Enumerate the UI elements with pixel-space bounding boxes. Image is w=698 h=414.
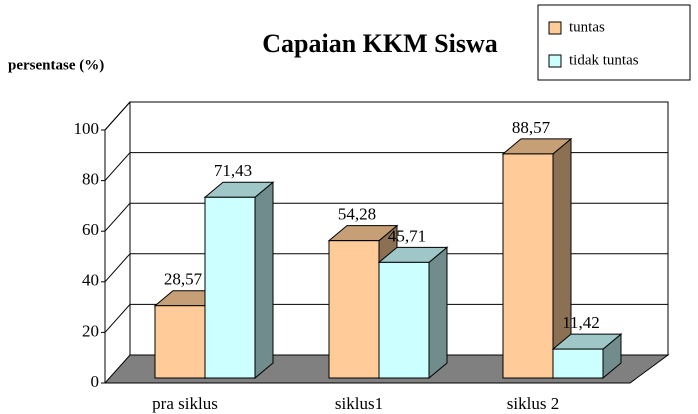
bar (328, 240, 380, 379)
grid-line (104, 152, 131, 181)
bar (204, 196, 256, 379)
y-tick-label: 20 (82, 321, 99, 340)
y-tick-label: 80 (82, 170, 99, 189)
x-tick-label: pra siklus (152, 394, 218, 413)
legend-swatch (548, 21, 562, 35)
x-tick-label: siklus1 (335, 394, 383, 413)
grid-line (104, 202, 131, 232)
bar (552, 348, 604, 379)
bar (502, 153, 554, 379)
legend-swatch (548, 54, 562, 68)
x-tick-label: siklus 2 (507, 394, 559, 413)
y-tick-label: 100 (74, 119, 100, 138)
bar-side (428, 246, 448, 380)
data-label: 88,57 (512, 118, 551, 137)
data-label: 71,43 (214, 161, 252, 180)
data-label: 11,42 (562, 313, 600, 332)
legend-label: tidak tuntas (569, 52, 639, 68)
data-label: 28,57 (164, 270, 203, 289)
grid-line (104, 253, 131, 283)
bar (154, 305, 206, 379)
legend-label: tuntas (569, 19, 605, 35)
grid-line (104, 101, 131, 131)
grid-line (104, 304, 131, 333)
bar-side (254, 181, 274, 380)
y-tick-label: 0 (91, 372, 100, 391)
bar (378, 261, 430, 379)
legend-box (537, 4, 691, 81)
y-tick-label: 60 (82, 220, 99, 239)
data-label: 54,28 (338, 205, 376, 224)
y-axis-label: persentase (%) (8, 57, 104, 73)
y-tick-label: 40 (82, 271, 99, 290)
data-label: 45,71 (388, 226, 426, 245)
chart-title: Capaian KKM Siswa (262, 29, 498, 58)
